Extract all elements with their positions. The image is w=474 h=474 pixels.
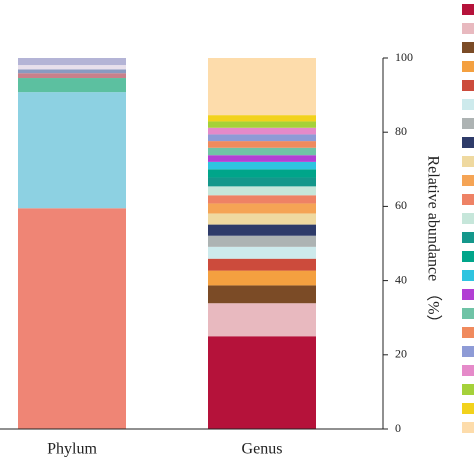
legend-swatch [462,403,474,414]
bar-segment [208,127,316,135]
legend-swatch [462,61,474,72]
legend-swatch [462,270,474,281]
y-tick-label: 60 [395,198,407,212]
bar-segment [18,208,126,429]
legend-swatch [462,4,474,15]
bar-segment [208,270,316,286]
bar-segment [18,69,126,74]
legend-swatch [462,156,474,167]
bar-segment [208,121,316,128]
bar-segment [208,336,316,429]
bar-segment [208,203,316,214]
y-tick-label: 0 [395,421,401,435]
bar-segment [208,134,316,142]
bar-segment [208,58,316,116]
y-tick-label: 20 [395,347,407,361]
x-tick-label: Phylum [47,441,97,458]
legend-swatch [462,346,474,357]
y-tick-label: 40 [395,272,407,286]
legend-swatch [462,308,474,319]
legend-swatch [462,213,474,224]
legend-swatch [462,384,474,395]
bar-segment [208,195,316,204]
bar-segment [208,186,316,196]
legend-swatch [462,365,474,376]
bar-segment [208,155,316,162]
bar-segment [208,224,316,236]
legend-swatch [462,422,474,433]
bar-segment [18,73,126,79]
x-tick-label: Genus [242,441,283,458]
legend-swatch [462,289,474,300]
y-axis-label: Relative abundance （%） [424,155,442,330]
bar-segment [208,161,316,170]
bar-segment [208,258,316,271]
bar-segment [208,285,316,304]
bar-segment [208,246,316,259]
legend-swatch [462,175,474,186]
legend-swatch [462,327,474,338]
bar-segment [208,303,316,337]
legend-swatch [462,194,474,205]
y-tick-label: 80 [395,124,407,138]
bar-segment [18,58,126,66]
bar-segment [208,169,316,178]
legend-swatch [462,118,474,129]
bar-segment [208,235,316,247]
bar-segment [208,115,316,122]
legend-swatch [462,251,474,262]
legend-swatch [462,137,474,148]
bar-segment [18,65,126,70]
y-tick-label: 100 [395,50,413,64]
bar-segment [208,213,316,225]
bar-segment [208,177,316,187]
legend-swatch [462,99,474,110]
legend-swatch [462,80,474,91]
bar-segment [208,147,316,156]
legend-swatch [462,23,474,34]
bar-segment [18,78,126,93]
bar-segment [208,141,316,148]
bar-segment [18,92,126,209]
legend-swatch [462,232,474,243]
legend-swatch [462,42,474,53]
